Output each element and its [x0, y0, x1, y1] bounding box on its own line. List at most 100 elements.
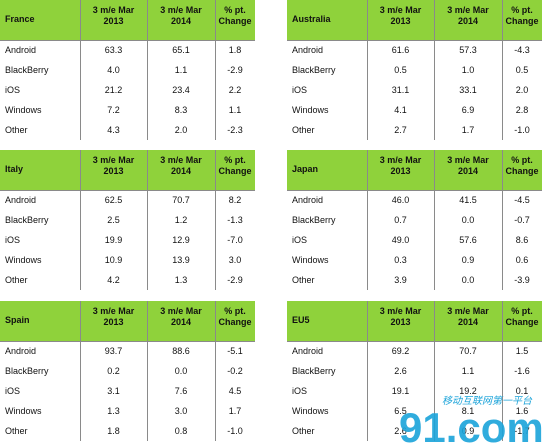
value-v2014: 8.1 — [461, 406, 475, 416]
value-v2014: 57.3 — [459, 45, 477, 55]
value-v2014: 0.8 — [174, 426, 188, 436]
table-row: BlackBerry 2.6 1.1 -1.6 — [287, 361, 542, 381]
region-name: France — [5, 14, 35, 24]
column-header-col2: 3 m/e Mar 2014 — [434, 306, 502, 346]
os-name: iOS — [5, 85, 21, 95]
value-change: 0.6 — [515, 255, 529, 265]
grid-column-divider — [147, 0, 148, 140]
value-v2013: 4.0 — [107, 65, 120, 75]
value-v2013: 2.5 — [107, 215, 120, 225]
value-v2014: 0.0 — [174, 366, 188, 376]
region-name: Australia — [292, 14, 331, 24]
column-header-col3: % pt. Change — [215, 306, 255, 346]
region-table-eu5: EU5 3 m/e Mar 2013 3 m/e Mar 2014% pt. Change… — [287, 301, 542, 441]
value-v2013: 46.0 — [391, 195, 410, 205]
value-v2013: 10.9 — [104, 255, 123, 265]
value-v2014: 57.6 — [459, 235, 477, 245]
table-row: iOS 19.9 12.9 -7.0 — [0, 230, 255, 250]
column-header-col3: % pt. Change — [215, 155, 255, 195]
os-name: BlackBerry — [292, 366, 336, 376]
value-change: -1.3 — [227, 215, 243, 225]
table-row: Other 4.3 2.0 -2.3 — [0, 120, 255, 140]
column-header-line: 3 m/e Mar — [379, 155, 422, 165]
grid-header-divider — [0, 40, 255, 41]
os-name: iOS — [5, 386, 21, 396]
region-name: Spain — [5, 315, 30, 325]
value-v2014: 65.1 — [172, 45, 190, 55]
value-v2013: 19.1 — [391, 386, 410, 396]
value-v2013: 4.3 — [107, 125, 120, 135]
grid-header-divider — [287, 40, 542, 41]
column-header-col2: 3 m/e Mar 2014 — [434, 155, 502, 195]
value-v2014: 23.4 — [172, 85, 190, 95]
table-row: Android 63.3 65.1 1.8 — [0, 40, 255, 60]
os-name: iOS — [292, 386, 308, 396]
value-v2013: 4.1 — [394, 105, 407, 115]
value-change: 2.2 — [228, 85, 242, 95]
column-header-line: 3 m/e Mar — [92, 5, 135, 15]
table-header: Japan 3 m/e Mar 2013 3 m/e Mar 2014% pt. Chan… — [287, 150, 542, 190]
value-v2013: 1.3 — [107, 406, 120, 416]
value-change: -1.7 — [514, 426, 530, 436]
os-name: BlackBerry — [5, 366, 49, 376]
value-v2013: 61.6 — [391, 45, 410, 55]
column-header-col2: 3 m/e Mar 2014 — [147, 306, 215, 346]
value-v2014: 1.2 — [174, 215, 188, 225]
os-name: BlackBerry — [292, 65, 336, 75]
region-table-spain: Spain 3 m/e Mar 2013 3 m/e Mar 2014% pt. Chan… — [0, 301, 255, 441]
grid-column-divider — [80, 301, 81, 441]
value-change: -0.2 — [227, 366, 243, 376]
value-v2014: 8.3 — [174, 105, 188, 115]
grid-column-divider — [367, 301, 368, 441]
column-header-line: 3 m/e Mar — [92, 306, 135, 316]
value-v2013: 6.5 — [394, 406, 407, 416]
value-v2013: 2.7 — [394, 125, 407, 135]
column-header-col3: % pt. Change — [502, 306, 542, 346]
table-row: Android 69.2 70.7 1.5 — [287, 341, 542, 361]
value-v2014: 19.2 — [459, 386, 477, 396]
region-table-australia: Australia 3 m/e Mar 2013 3 m/e Mar 2014% pt.… — [287, 0, 542, 140]
value-change: 2.0 — [515, 85, 529, 95]
value-v2013: 63.3 — [104, 45, 123, 55]
value-v2014: 70.7 — [459, 346, 477, 356]
column-header-line: 2013 — [390, 166, 411, 176]
column-header-col2: 3 m/e Mar 2014 — [147, 155, 215, 195]
column-header-line: Change — [505, 16, 539, 26]
value-v2013: 0.2 — [107, 366, 120, 376]
value-v2014: 0.9 — [461, 426, 475, 436]
column-header-line: % pt. — [511, 306, 533, 316]
os-name: Windows — [5, 255, 42, 265]
os-name: iOS — [5, 235, 21, 245]
column-header-col2: 3 m/e Mar 2014 — [434, 5, 502, 45]
value-change: -1.6 — [514, 366, 530, 376]
grid-column-divider — [367, 0, 368, 140]
table-row: Windows 10.9 13.9 3.0 — [0, 250, 255, 270]
os-name: BlackBerry — [292, 215, 336, 225]
grid-column-divider — [80, 150, 81, 290]
column-header-line: 2013 — [103, 317, 124, 327]
os-name: Windows — [292, 105, 329, 115]
column-header-col3: % pt. Change — [502, 5, 542, 45]
value-v2013: 3.9 — [394, 275, 407, 285]
value-change: 4.5 — [228, 386, 242, 396]
value-v2013: 2.6 — [394, 366, 407, 376]
table-row: Other 1.8 0.8 -1.0 — [0, 421, 255, 441]
value-change: 8.6 — [515, 235, 529, 245]
value-change: -4.3 — [514, 45, 530, 55]
region-name: EU5 — [292, 315, 310, 325]
table-row: Other 4.2 1.3 -2.9 — [0, 270, 255, 290]
table-row: Windows 6.5 8.1 1.6 — [287, 401, 542, 421]
column-header-line: % pt. — [511, 5, 533, 15]
value-v2014: 1.1 — [461, 366, 475, 376]
os-name: iOS — [292, 235, 308, 245]
column-header-col1: 3 m/e Mar 2013 — [80, 155, 147, 195]
column-header-line: 3 m/e Mar — [160, 155, 202, 165]
region-name: Italy — [5, 164, 24, 174]
os-name: Windows — [292, 255, 329, 265]
value-v2014: 1.0 — [461, 65, 475, 75]
value-v2014: 1.7 — [461, 125, 475, 135]
table-header: France 3 m/e Mar 2013 3 m/e Mar 2014% pt. Cha… — [0, 0, 255, 40]
os-name: Other — [5, 426, 28, 436]
table-row: BlackBerry 0.2 0.0 -0.2 — [0, 361, 255, 381]
table-row: Android 93.7 88.6 -5.1 — [0, 341, 255, 361]
